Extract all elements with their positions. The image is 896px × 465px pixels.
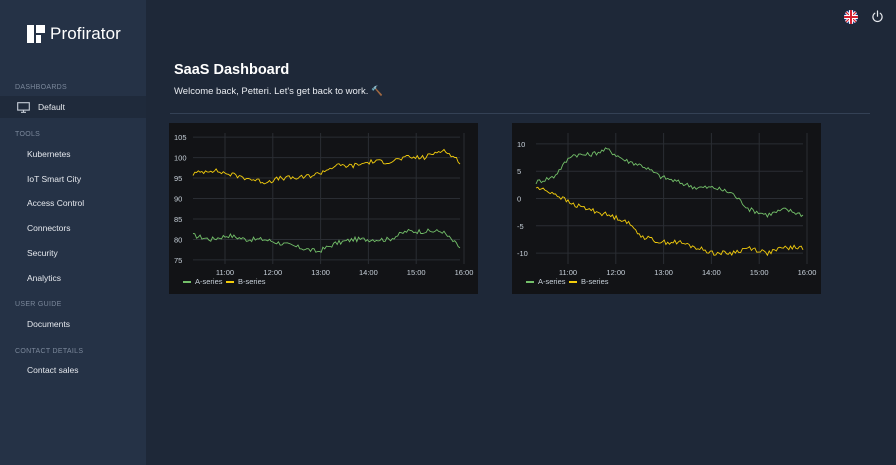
monitor-icon [17,102,30,113]
profirator-logo-icon [27,25,45,43]
legend-label[interactable]: A-series [538,277,566,286]
section-label-user-guide: User Guide [15,301,62,308]
legend-swatch [569,281,577,283]
y-tick-label: 100 [174,154,187,163]
section-label-contact-details: Contact Details [15,348,84,355]
sidebar-item-access-control[interactable]: Access Control [0,192,146,214]
y-tick-label: 85 [174,215,182,224]
y-tick-label: 95 [174,174,182,183]
x-tick-label: 12:00 [263,268,282,277]
y-tick-label: 75 [174,256,182,265]
line-chart-1: 75 80 85 90 95 100 105 11:00 12:00 13:00 14:00 15:0… [174,133,474,286]
series-line-a [192,228,461,253]
brand[interactable]: Profirator [27,24,121,44]
x-tick-label: 15:00 [750,268,769,277]
y-tick-label: 80 [174,235,182,244]
x-tick-label: 14:00 [702,268,721,277]
page-title: SaaS Dashboard [174,62,290,78]
sidebar-item-label: Access Control [27,198,85,208]
series-line-b [535,186,804,257]
sidebar-item-label: Documents [27,319,70,329]
legend-swatch [183,281,191,283]
series-line-a [535,147,804,219]
sidebar-item-label: Security [27,248,58,258]
x-tick-label: 13:00 [654,268,673,277]
x-tick-label: 13:00 [311,268,330,277]
sidebar-item-label: Connectors [27,223,71,233]
legend-swatch [526,281,534,283]
x-tick-label: 11:00 [559,268,577,277]
legend-label[interactable]: A-series [195,277,223,286]
section-label-tools: Tools [15,131,41,138]
sidebar-item-security[interactable]: Security [0,242,146,264]
main-content: SaaS Dashboard Welcome back, Petteri. Le… [146,0,896,465]
x-tick-label: 14:00 [359,268,378,277]
chart-panel-1: 75 80 85 90 95 100 105 11:00 12:00 13:00 14:00 15:0… [169,123,478,294]
sidebar-item-analytics[interactable]: Analytics [0,267,146,289]
y-tick-label: 5 [517,167,521,176]
sidebar-item-label: Default [38,102,65,112]
y-tick-label: 105 [174,133,187,142]
sidebar-item-documents[interactable]: Documents [0,313,146,335]
y-tick-label: -10 [517,249,528,258]
x-tick-label: 16:00 [455,268,474,277]
brand-name: Profirator [50,24,121,43]
divider [170,113,870,114]
series-line-b [192,148,461,185]
chart-panel-2: -10 -5 0 5 10 11:00 12:00 13:00 14:00 15:00 16:00 A… [512,123,821,294]
y-tick-label: 0 [517,195,521,204]
section-label-dashboards: Dashboards [15,84,68,91]
y-tick-label: 90 [174,195,182,204]
x-tick-label: 15:00 [407,268,426,277]
legend-label[interactable]: B-series [581,277,609,286]
legend-label[interactable]: B-series [238,277,266,286]
x-tick-label: 12:00 [606,268,625,277]
y-tick-label: -5 [517,222,524,231]
sidebar-item-label: Kubernetes [27,149,71,159]
sidebar-item-default[interactable]: Default [0,96,146,118]
sidebar-item-label: Contact sales [27,365,79,375]
sidebar: Profirator Dashboards Default Tools Kube… [0,0,146,465]
sidebar-item-kubernetes[interactable]: Kubernetes [0,143,146,165]
sidebar-item-label: Analytics [27,273,62,283]
x-tick-label: 16:00 [798,268,817,277]
sidebar-item-label: IoT Smart City [27,174,82,184]
legend-swatch [226,281,234,283]
sidebar-item-connectors[interactable]: Connectors [0,217,146,239]
sidebar-item-contact-sales[interactable]: Contact sales [0,359,146,381]
x-tick-label: 11:00 [216,268,234,277]
welcome-message: Welcome back, Petteri. Let's get back to… [174,86,383,97]
y-tick-label: 10 [517,140,525,149]
sidebar-item-iot-smart-city[interactable]: IoT Smart City [0,168,146,190]
line-chart-2: -10 -5 0 5 10 11:00 12:00 13:00 14:00 15:00 16:00 A… [517,133,817,286]
power-icon[interactable] [871,10,884,23]
uk-flag-icon[interactable] [844,10,858,24]
